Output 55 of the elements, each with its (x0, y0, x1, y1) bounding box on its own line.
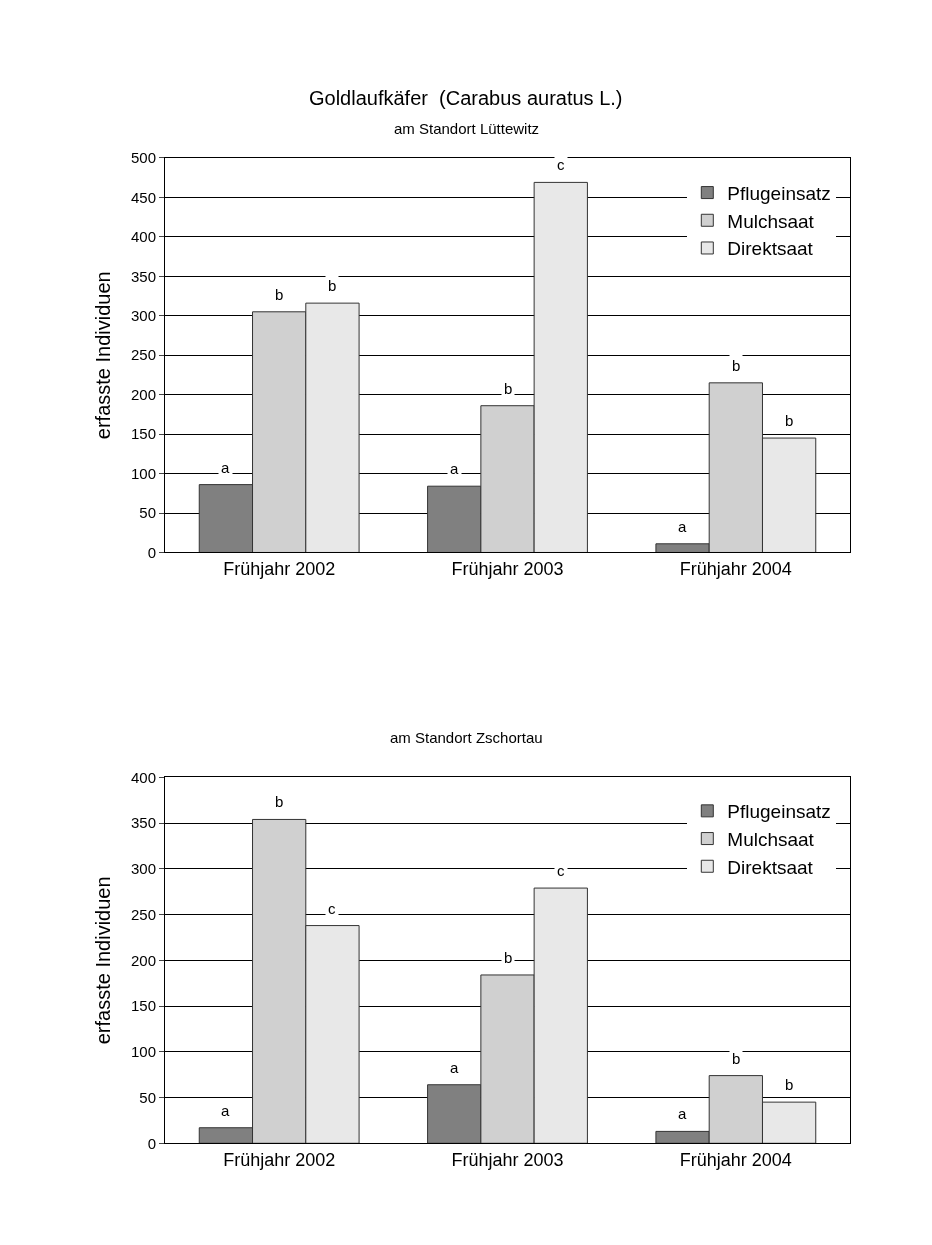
x-tick-label: Frühjahr 2002 (223, 1149, 336, 1170)
y-axis-title: erfasste Individuen (92, 876, 115, 1045)
y-tick-label: 0 (147, 543, 156, 561)
data-label: b (275, 286, 284, 303)
data-label: a (221, 459, 230, 476)
legend-label: Mulchsaat (727, 828, 815, 850)
data-label: b (732, 1050, 741, 1067)
x-tick-label: Frühjahr 2003 (451, 1149, 564, 1170)
data-label: a (221, 1102, 230, 1119)
data-label: b (504, 380, 513, 397)
legend-label: Pflugeinsatz (727, 182, 831, 204)
chart-subtitle: am Standort Zschortau (390, 729, 543, 746)
y-tick-label: 400 (130, 768, 156, 786)
data-label: a (678, 1105, 687, 1122)
y-tick-label: 450 (130, 188, 156, 206)
data-label: c (328, 900, 336, 917)
y-tick-label: 250 (130, 905, 156, 923)
data-label: a (450, 460, 459, 477)
data-label: b (732, 357, 741, 374)
y-tick-label: 0 (147, 1134, 156, 1152)
legend-label: Direktsaat (727, 856, 814, 878)
data-label: b (504, 949, 513, 966)
legend-label: Direktsaat (727, 238, 814, 260)
y-tick-label: 100 (130, 1043, 156, 1061)
y-tick-label: 200 (130, 385, 156, 403)
data-label: c (557, 156, 565, 173)
data-label: a (450, 1059, 459, 1076)
legend-label: Mulchsaat (727, 210, 815, 232)
y-axis-title: erfasste Individuen (92, 271, 115, 440)
y-tick-label: 100 (130, 464, 156, 482)
y-tick-label: 500 (130, 149, 156, 167)
data-label: a (678, 518, 687, 535)
y-tick-label: 300 (130, 860, 156, 878)
y-tick-label: 150 (130, 425, 156, 443)
y-tick-label: 50 (139, 1088, 156, 1106)
y-tick-label: 300 (130, 307, 156, 325)
data-label: b (328, 277, 337, 294)
y-tick-label: 350 (130, 814, 156, 832)
data-label: b (785, 1076, 794, 1093)
y-tick-label: 150 (130, 997, 156, 1015)
y-tick-label: 200 (130, 951, 156, 969)
chart-subtitle: am Standort Lüttewitz (394, 120, 540, 137)
x-tick-label: Frühjahr 2002 (223, 559, 336, 580)
legend-label: Pflugeinsatz (727, 801, 831, 823)
chart-title: Goldlaufkäfer (Carabus auratus L.) (309, 87, 623, 109)
data-label: b (785, 412, 794, 429)
y-tick-label: 350 (130, 267, 156, 285)
y-tick-label: 50 (139, 504, 156, 522)
data-label: b (275, 793, 284, 810)
x-tick-label: Frühjahr 2003 (451, 559, 564, 580)
data-label: c (557, 862, 565, 879)
x-tick-label: Frühjahr 2004 (679, 1149, 792, 1170)
y-tick-label: 400 (130, 228, 156, 246)
y-tick-label: 250 (130, 346, 156, 364)
x-tick-label: Frühjahr 2004 (679, 559, 792, 580)
